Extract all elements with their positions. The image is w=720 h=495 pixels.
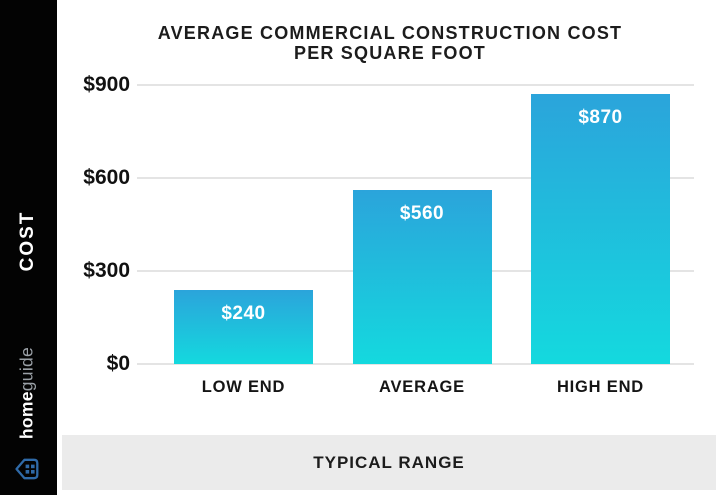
y-axis-title: COST	[17, 210, 38, 272]
chart-title: AVERAGE COMMERCIAL CONSTRUCTION COST PER…	[70, 23, 710, 63]
bar-value-label: $240	[221, 302, 266, 324]
x-axis-group-title: TYPICAL RANGE	[313, 452, 465, 472]
bar: $560	[352, 190, 492, 364]
bar-value-label: $560	[399, 203, 445, 225]
bar-series: $240 $560 $870	[137, 85, 694, 364]
bar-slot-high-end: $870	[531, 85, 670, 364]
x-axis: LOW END AVERAGE HIGH END	[137, 378, 694, 397]
logo-home-text: home	[16, 391, 37, 440]
bar: $240	[174, 289, 313, 364]
bar-slot-low-end: $240	[174, 85, 313, 364]
x-tick-label: HIGH END	[556, 378, 645, 396]
x-tick-label: AVERAGE	[379, 378, 465, 396]
y-tick-label: $0	[106, 352, 130, 375]
bar-value-label: $870	[578, 107, 623, 129]
bar-slot-average: $560	[352, 85, 492, 364]
gridline	[137, 84, 694, 86]
logo-guide-text: guide	[16, 346, 37, 392]
plot-area: $240 $560 $870	[137, 84, 694, 365]
sidebar: COST homeguide	[0, 0, 57, 495]
y-tick-label: $600	[83, 166, 130, 189]
y-tick-label: $300	[83, 259, 130, 282]
homeguide-logo: homeguide	[17, 347, 38, 439]
homeguide-house-icon	[15, 458, 39, 480]
bar: $870	[531, 94, 670, 364]
chart-title-line2: PER SQUARE FOOT	[293, 43, 486, 63]
y-tick-label: $900	[83, 73, 130, 96]
y-axis: $900 $600 $300 $0	[62, 73, 130, 375]
x-tick-label: LOW END	[201, 378, 286, 396]
footer-band: TYPICAL RANGE	[62, 435, 716, 490]
gridline	[137, 363, 694, 365]
gridline	[137, 177, 694, 179]
chart-title-line1: AVERAGE COMMERCIAL CONSTRUCTION COST	[157, 23, 623, 43]
